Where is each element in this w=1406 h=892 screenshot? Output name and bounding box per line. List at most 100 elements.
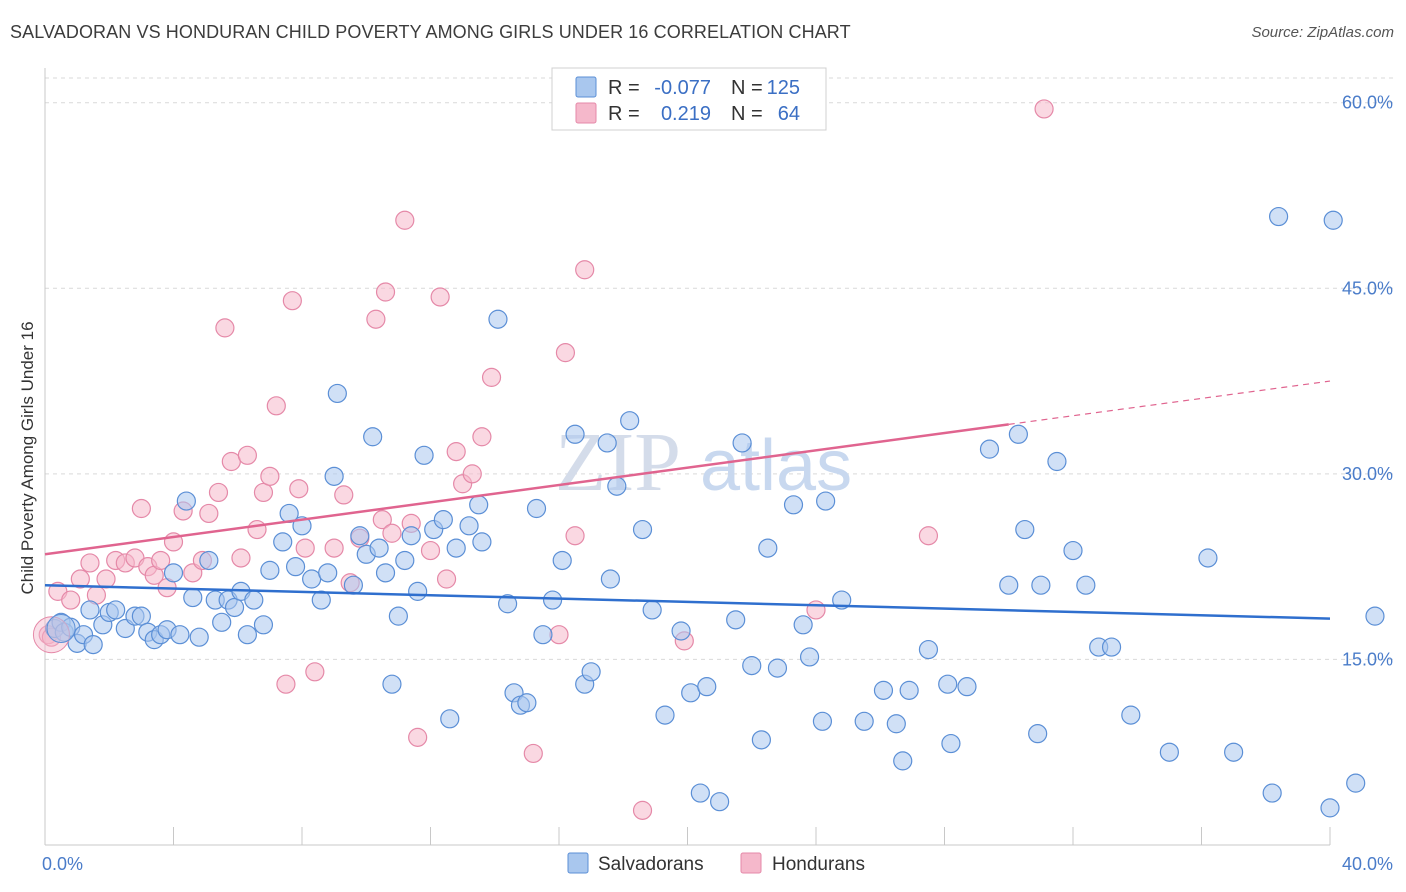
salvadoran-point (224, 597, 245, 618)
salvadoran-point (941, 733, 961, 754)
honduran-point (632, 800, 653, 820)
legend-n-label-hondurans: N = (731, 103, 763, 125)
x-tick-label-min: 0.0% (42, 854, 83, 874)
salvadoran-point (318, 563, 338, 583)
honduran-point (918, 526, 939, 546)
salvadoran-point (742, 656, 762, 676)
salvadoran-point (170, 625, 190, 645)
legend-n-value-hondurans: 64 (778, 103, 800, 125)
bottom-legend: Salvadorans Hondurans (567, 852, 865, 875)
top-legend: R = -0.077 N = 125 R = 0.219 N = 64 (551, 67, 827, 131)
honduran-point (565, 526, 585, 546)
honduran-point (131, 498, 151, 519)
salvadoran-point (260, 560, 280, 580)
salvadoran-point (1365, 606, 1385, 626)
salvadoran-point (440, 709, 460, 729)
salvadoran-point (106, 600, 126, 620)
salvadoran-point (816, 491, 836, 511)
salvadoran-point (363, 427, 383, 447)
honduran-point (382, 523, 402, 543)
salvadoran-point (526, 498, 547, 519)
legend-box (551, 67, 827, 131)
salvadoran-point (812, 711, 833, 731)
honduran-point (237, 445, 257, 465)
honduran-point (199, 503, 219, 524)
honduran-point (96, 569, 116, 589)
salvadoran-point (1159, 742, 1179, 762)
honduran-trend-line (44, 423, 1009, 556)
honduran-point (324, 538, 344, 558)
salvadoran-point (408, 581, 428, 601)
salvadoran-point (542, 590, 563, 610)
honduran-point (549, 625, 569, 645)
salvadoran-point (1015, 519, 1035, 540)
honduran-point (395, 210, 415, 230)
honduran-point (80, 553, 100, 573)
salvadoran-point (1028, 724, 1048, 744)
salvadoran-point (893, 751, 913, 771)
honduran-point (61, 590, 81, 610)
legend-r-value-hondurans: 0.219 (661, 103, 711, 125)
honduran-point (481, 367, 502, 387)
honduran-point (231, 548, 251, 568)
salvadoran-point (607, 476, 627, 496)
salvadoran-point (433, 510, 453, 530)
salvadoran-point (799, 647, 820, 667)
salvadoran-point (854, 711, 874, 731)
salvadoran-point (189, 627, 209, 647)
honduran-point (462, 464, 482, 484)
salvadoran-point (375, 563, 396, 583)
salvadoran-point (1031, 575, 1051, 595)
legend-r-label-hondurans: R = (608, 103, 640, 125)
salvadoran-point (758, 538, 778, 558)
salvadoran-point (793, 615, 813, 635)
honduran-point (70, 569, 90, 589)
honduran-point (436, 569, 457, 589)
salvadoran-point (1320, 798, 1340, 818)
salvadoran-point (253, 615, 274, 635)
legend-swatch-hondurans (575, 102, 597, 124)
salvadoran-point (80, 600, 100, 620)
honduran-point (575, 260, 595, 280)
salvadoran-point (1224, 742, 1244, 762)
salvadoran-point (1063, 540, 1083, 561)
honduran-point (408, 727, 428, 747)
salvadoran-trend-line (44, 583, 1331, 620)
legend-n-value-salvadorans: 125 (767, 77, 800, 99)
salvadoran-point (886, 714, 906, 734)
salvadoran-point (533, 625, 553, 645)
salvadoran-point (302, 569, 322, 589)
salvadoran-point (176, 491, 196, 511)
salvadoran-cluster-point (46, 614, 76, 644)
salvadoran-point (285, 557, 306, 577)
salvadoran-point (1121, 705, 1141, 725)
legend-r-label-salvadorans: R = (608, 77, 640, 99)
honduran-point (215, 318, 235, 338)
salvadoran-point (783, 495, 804, 515)
salvadoran-point (1198, 548, 1218, 568)
salvadoran-point (957, 677, 977, 697)
bottom-legend-label-salvadorans: Salvadorans (598, 854, 704, 875)
honduran-point (523, 743, 543, 764)
honduran-point (366, 309, 386, 329)
honduran-point (305, 662, 325, 682)
salvadoran-point (1076, 575, 1096, 595)
salvadoran-point (131, 606, 151, 626)
honduran-trend-line-extension (1008, 380, 1331, 425)
salvadoran-point (414, 445, 434, 465)
salvadoran-point (565, 424, 585, 444)
salvadoran-point (472, 532, 492, 552)
salvadoran-point (244, 590, 264, 610)
legend-n-label-salvadorans: N = (731, 77, 763, 99)
bottom-legend-label-hondurans: Hondurans (772, 854, 865, 875)
legend-r-value-salvadorans: -0.077 (654, 77, 711, 99)
honduran-point (221, 451, 241, 472)
salvadoran-point (597, 433, 617, 453)
salvadoran-point (369, 538, 389, 558)
salvadoran-point (899, 680, 919, 700)
honduran-point (372, 510, 392, 530)
honduran-point (289, 479, 309, 499)
salvadoran-point (671, 621, 691, 641)
salvadoran-point (459, 516, 479, 536)
